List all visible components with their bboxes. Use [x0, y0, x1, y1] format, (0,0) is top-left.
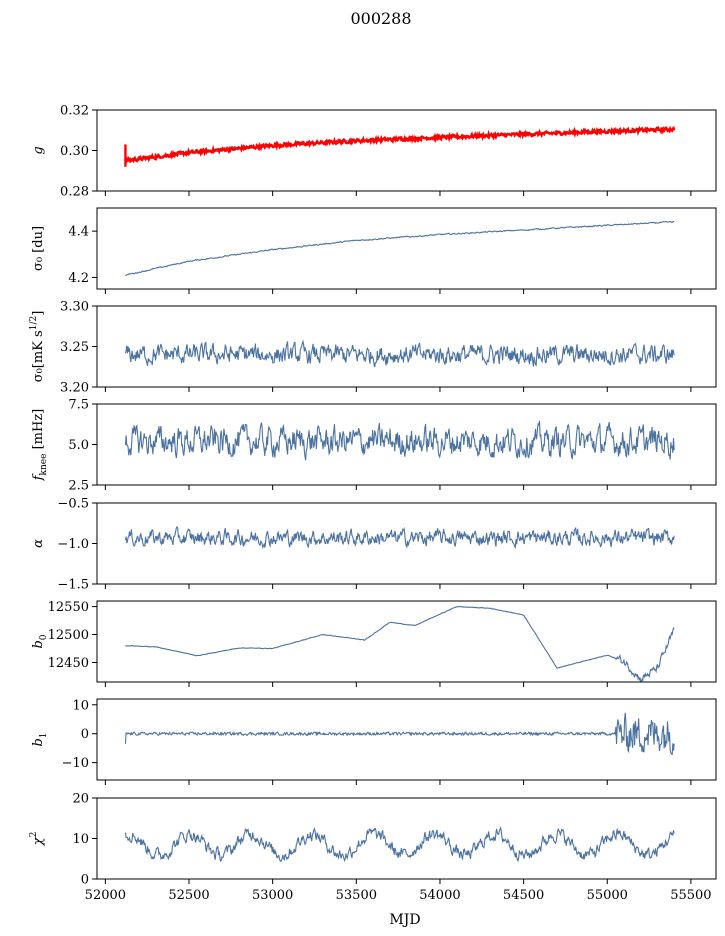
x-tick-label: 55000	[587, 888, 628, 903]
y-axis-label-main: α	[31, 539, 46, 548]
y-tick-label: 10	[72, 832, 89, 847]
y-tick-label: 7.5	[68, 398, 89, 413]
y-axis-label-sub: 2	[29, 832, 39, 838]
series-line-fknee	[124, 420, 675, 461]
panel-b0: 12450 12500 12550 b0	[31, 600, 717, 687]
plot-area	[125, 605, 675, 682]
panel-frame	[96, 600, 717, 683]
x-tick-label: 54000	[419, 888, 460, 903]
y-tick-label: 0.28	[60, 185, 89, 200]
y-tick-label: 3.30	[60, 300, 89, 315]
plot-area	[124, 712, 675, 756]
y-axis-label-sub: knee	[39, 454, 49, 476]
panel-sigma_mk: 3.20 3.25 3.30 σ₀[mK s1/2]	[29, 300, 717, 396]
panel-frame	[96, 109, 717, 192]
y-tick-label: 20	[72, 792, 89, 807]
panel-chi2: 0 10 20 52000 52500 53000 53500 54000 54500 55000…	[29, 792, 717, 903]
plot-area	[124, 339, 675, 368]
y-tick-label: 12550	[48, 600, 89, 615]
y-axis-label: g	[31, 146, 46, 154]
x-tick-label: 53000	[252, 888, 293, 903]
y-axis-label-main: f	[31, 473, 46, 481]
panel-alpha: −1.5 −1.0 −0.5 α	[31, 497, 717, 593]
figure-title: 000288	[350, 9, 411, 28]
plot-area	[124, 125, 676, 167]
y-axis-label: b0	[31, 634, 49, 648]
panel-b1: −10 0 10 b1	[31, 698, 717, 785]
y-axis-label-main: σ₀[mK s	[31, 330, 46, 382]
panels: 0.28 0.30 0.32 g 4.2 4.4 σ₀ [du] 3.20 3.25 3.30 σ₀…	[29, 104, 717, 903]
x-tick-label: 53500	[336, 888, 377, 903]
panel-fknee: 2.5 5.0 7.5 fknee [mHz]	[31, 398, 717, 494]
y-tick-label: 12500	[48, 628, 89, 643]
x-axis-label: MJD	[389, 912, 420, 928]
series-line-chi2	[124, 825, 675, 863]
y-axis-label-sub: 1	[39, 732, 49, 738]
y-axis-label-unit: [mHz]	[31, 409, 46, 454]
y-tick-label: 3.20	[60, 381, 89, 396]
y-tick-label: −1.5	[57, 578, 89, 593]
y-axis-label-sub: 1/2	[29, 316, 39, 330]
panel-g: 0.28 0.30 0.32 g	[31, 104, 717, 200]
y-axis-label-close: ]	[31, 311, 46, 316]
y-tick-label: 0	[81, 727, 89, 742]
plot-area	[125, 220, 675, 276]
x-tick-label: 52000	[85, 888, 126, 903]
panel-frame	[96, 305, 717, 388]
series-line-b0	[125, 605, 675, 682]
y-tick-label: 4.4	[68, 225, 89, 240]
y-tick-label: 4.2	[68, 271, 89, 286]
y-tick-label: 0.32	[60, 104, 89, 119]
panel-frame	[96, 698, 717, 781]
plot-area	[124, 420, 675, 461]
y-tick-label: 10	[72, 698, 89, 713]
series-line-b1	[124, 712, 675, 756]
x-tick-label: 55500	[670, 888, 711, 903]
y-axis-label-main: b	[31, 738, 46, 746]
y-axis-label-main: χ	[31, 836, 46, 846]
plot-area	[124, 825, 675, 863]
y-tick-label: 12450	[48, 656, 89, 671]
y-tick-label: 0	[81, 873, 89, 888]
y-tick-label: −0.5	[57, 497, 89, 512]
series-line-sigma_mk	[124, 339, 675, 368]
y-tick-label: 0.30	[60, 144, 89, 159]
series-line-g-fit	[124, 125, 676, 164]
series-line-sigma_du	[125, 220, 675, 276]
y-tick-label: 3.25	[60, 340, 89, 355]
y-axis-label: σ₀[mK s1/2]	[29, 311, 46, 383]
panel-sigma_du: 4.2 4.4 σ₀ [du]	[31, 207, 717, 294]
y-tick-label: 2.5	[68, 479, 89, 494]
y-axis-label-sub: 0	[39, 634, 49, 640]
series-line-alpha	[124, 525, 675, 550]
y-axis-label-main: σ₀ [du]	[31, 226, 46, 271]
y-tick-label: 5.0	[68, 438, 89, 453]
y-axis-label: σ₀ [du]	[31, 226, 46, 271]
y-tick-label: −1.0	[57, 537, 89, 552]
y-tick-label: −10	[62, 756, 89, 771]
y-axis-label-main: b	[31, 640, 46, 648]
y-axis-label: fknee [mHz]	[31, 409, 49, 482]
y-axis-label: χ2	[29, 832, 46, 847]
x-tick-label: 54500	[503, 888, 544, 903]
panel-frame	[96, 207, 717, 290]
y-axis-label: b1	[31, 732, 49, 746]
x-tick-label: 52500	[168, 888, 209, 903]
plot-area	[124, 525, 675, 550]
y-axis-label-main: g	[31, 146, 46, 154]
y-axis-label: α	[31, 539, 46, 548]
